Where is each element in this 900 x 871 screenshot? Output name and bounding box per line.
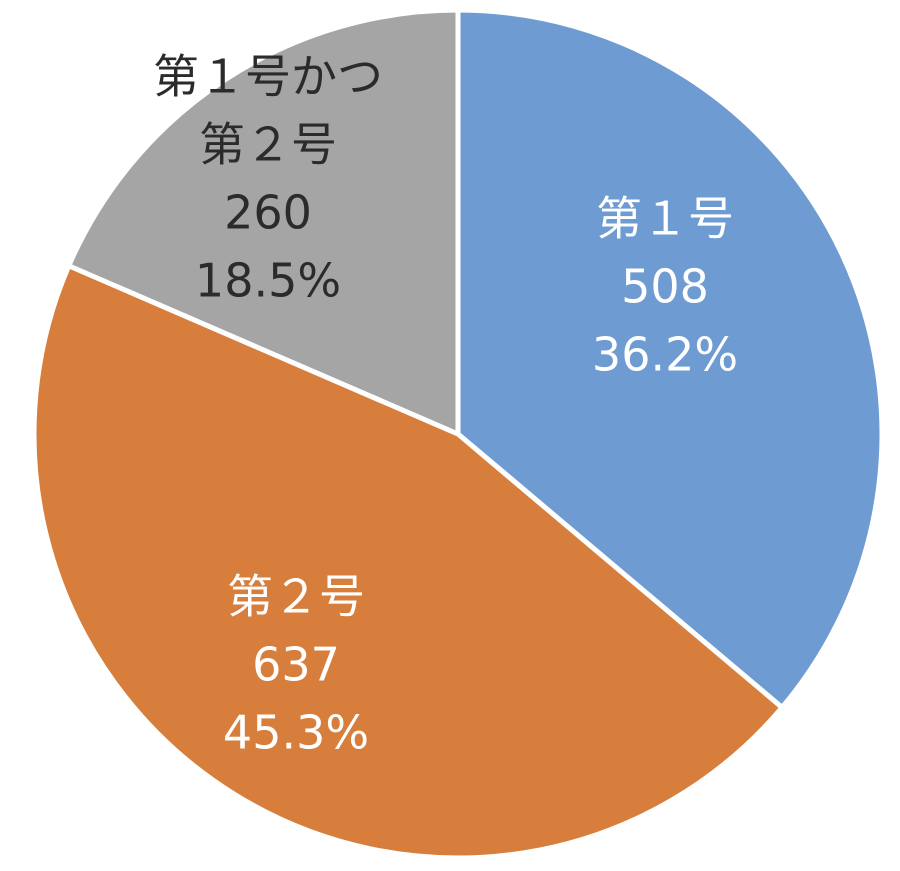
slice-label-2: 第２号 637 45.3%: [223, 570, 369, 760]
slice-name-line: 第２号: [199, 118, 337, 172]
slice-name-line: 第１号: [596, 192, 734, 246]
pie-slices: [31, 7, 885, 861]
slice-value-label: 260: [224, 186, 312, 240]
pie-slice-3: [65, 7, 461, 438]
slice-percent-label: 36.2%: [592, 328, 738, 382]
slice-value-label: 508: [621, 260, 709, 314]
slice-percent-label: 45.3%: [223, 706, 369, 760]
slice-label-1: 第１号 508 36.2%: [592, 192, 738, 382]
slice-percent-label: 18.5%: [195, 254, 341, 308]
slice-value-label: 637: [252, 638, 340, 692]
pie-slice-2: [31, 262, 786, 861]
pie-slice-1: [455, 7, 885, 711]
slice-name-line: 第１号かつ: [153, 50, 383, 104]
slice-name-line: 第２号: [227, 570, 365, 624]
